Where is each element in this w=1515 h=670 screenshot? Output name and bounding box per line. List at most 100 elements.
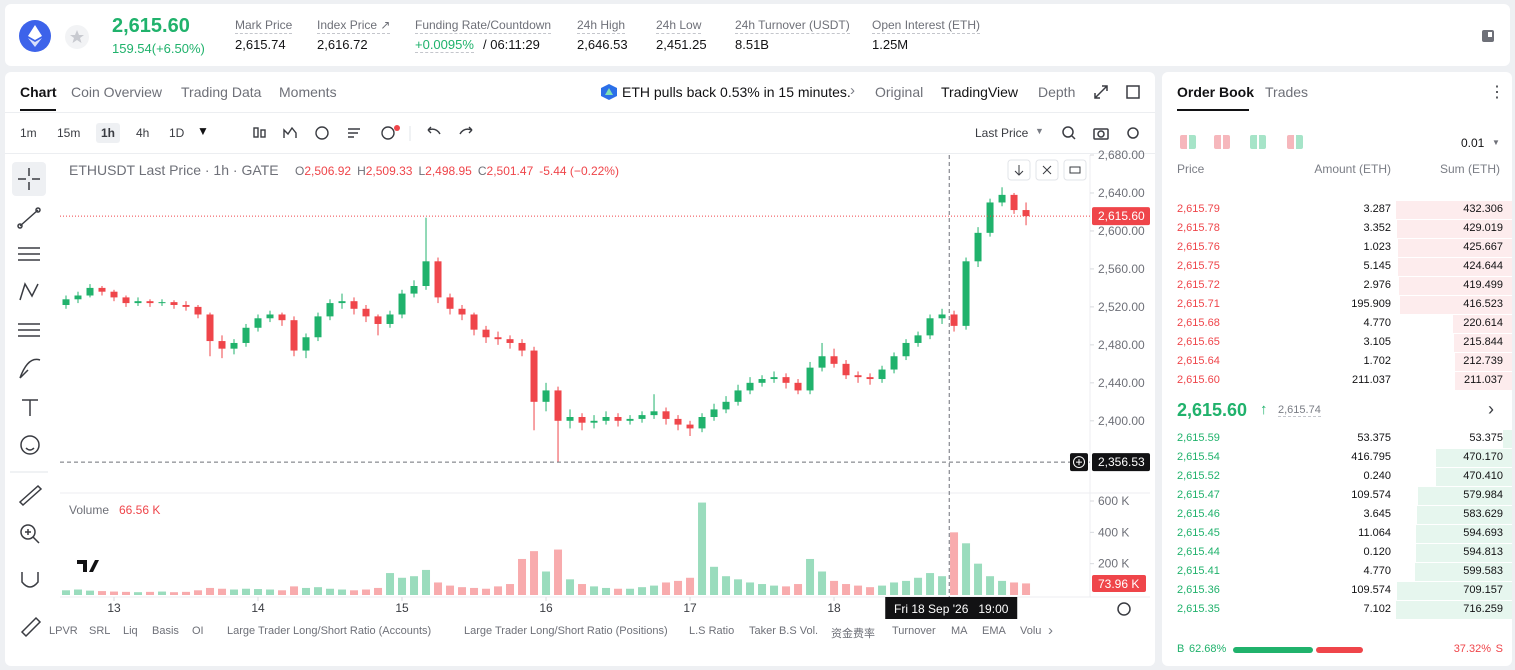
drawing-tools[interactable] bbox=[10, 160, 52, 640]
indicator[interactable]: EMA bbox=[982, 625, 1006, 637]
toolbar-icons[interactable] bbox=[250, 124, 480, 142]
candle-body bbox=[986, 202, 994, 233]
ask-price[interactable]: 2,615.68 bbox=[1177, 317, 1220, 329]
ask-price[interactable]: 2,615.45 bbox=[1177, 527, 1220, 539]
indicator[interactable]: Volu bbox=[1020, 625, 1042, 637]
indicator[interactable]: Basis bbox=[152, 625, 179, 637]
ask-price[interactable]: 2,615.47 bbox=[1177, 489, 1220, 501]
volume-bar bbox=[1022, 583, 1031, 595]
volume-bar bbox=[962, 543, 971, 595]
buy-bar bbox=[1233, 647, 1313, 653]
ob-layout-icon[interactable] bbox=[1214, 135, 1230, 149]
view-tab[interactable]: Original bbox=[875, 84, 924, 100]
candle-body bbox=[818, 356, 826, 368]
ask-price[interactable]: 2,615.71 bbox=[1177, 298, 1220, 310]
indicator[interactable]: Liq bbox=[123, 625, 138, 637]
ask-price[interactable]: 2,615.79 bbox=[1177, 203, 1220, 215]
ask-price[interactable]: 2,615.76 bbox=[1177, 241, 1220, 253]
ob-menu[interactable]: ⋮ bbox=[1489, 84, 1505, 101]
volume-bar bbox=[566, 579, 575, 595]
ob-layout-icon[interactable] bbox=[1180, 135, 1196, 149]
candle-body bbox=[338, 301, 346, 304]
candle-body bbox=[170, 302, 178, 305]
y-tick-label: 2,600.00 bbox=[1098, 224, 1145, 238]
stat-value: 2,646.53 bbox=[577, 37, 628, 52]
ob-layout-icon[interactable] bbox=[1287, 135, 1303, 149]
ask-price[interactable]: 2,615.46 bbox=[1177, 508, 1220, 520]
view-tab[interactable]: Depth bbox=[1038, 84, 1076, 100]
volume-bar bbox=[470, 587, 479, 595]
mid-chevron[interactable]: › bbox=[1488, 399, 1494, 419]
volume-bar bbox=[302, 587, 311, 595]
ask-price[interactable]: 2,615.72 bbox=[1177, 279, 1220, 291]
indicator[interactable]: L.S Ratio bbox=[689, 625, 735, 637]
volume-bar bbox=[734, 579, 743, 595]
candle-body bbox=[146, 301, 154, 304]
settings-icon[interactable] bbox=[1480, 28, 1496, 44]
ask-price[interactable]: 2,615.54 bbox=[1177, 451, 1220, 463]
indicator[interactable]: Large Trader Long/Short Ratio (Accounts) bbox=[227, 625, 432, 637]
indicator[interactable]: Taker B.S Vol. bbox=[749, 625, 819, 637]
tab[interactable]: Moments bbox=[279, 84, 337, 100]
candle-body bbox=[686, 424, 694, 429]
volume-bar bbox=[974, 563, 983, 595]
ask-price[interactable]: 2,615.65 bbox=[1177, 336, 1220, 348]
stat-value: 2,615.74 bbox=[235, 37, 286, 52]
panel-icons[interactable] bbox=[1093, 84, 1153, 100]
precision-caret[interactable]: ▼ bbox=[1492, 138, 1500, 147]
volume-bar bbox=[254, 589, 263, 595]
ask-price[interactable]: 2,615.41 bbox=[1177, 565, 1220, 577]
candle-body bbox=[758, 379, 766, 383]
favorite-star[interactable] bbox=[64, 24, 90, 50]
depth-bar bbox=[1397, 582, 1512, 600]
candle-body bbox=[698, 417, 706, 429]
ask-price[interactable]: 2,615.44 bbox=[1177, 546, 1220, 558]
depth-bar bbox=[1415, 525, 1512, 543]
news-arrow[interactable]: › bbox=[850, 82, 855, 99]
volume-bar bbox=[146, 591, 155, 595]
interval-dropdown[interactable]: ▼ bbox=[197, 124, 209, 138]
ob-tab[interactable]: Order Book bbox=[1177, 84, 1255, 100]
interval[interactable]: 1h bbox=[96, 123, 121, 143]
interval[interactable]: 15m bbox=[57, 126, 81, 140]
price-source-caret[interactable]: ▼ bbox=[1035, 126, 1044, 136]
price-source[interactable]: Last Price bbox=[975, 126, 1029, 140]
ob-layout-icon[interactable] bbox=[1250, 135, 1266, 149]
indicator[interactable]: Large Trader Long/Short Ratio (Positions… bbox=[464, 625, 668, 637]
ask-price[interactable]: 2,615.36 bbox=[1177, 584, 1220, 596]
volume-bar bbox=[758, 584, 767, 595]
interval[interactable]: 1D bbox=[169, 126, 185, 140]
ask-price[interactable]: 2,615.52 bbox=[1177, 470, 1220, 482]
eth-logo bbox=[19, 20, 51, 52]
news-headline[interactable]: ETH pulls back 0.53% in 15 minutes. bbox=[622, 84, 851, 100]
volume-bar bbox=[578, 584, 587, 595]
ob-tab[interactable]: Trades bbox=[1265, 84, 1309, 100]
indicator[interactable]: OI bbox=[192, 625, 204, 637]
ask-price[interactable]: 2,615.64 bbox=[1177, 355, 1220, 367]
ask-price[interactable]: 2,615.60 bbox=[1177, 374, 1220, 386]
candle-body bbox=[62, 299, 70, 305]
volume-bar bbox=[638, 587, 647, 595]
ask-price[interactable]: 2,615.78 bbox=[1177, 222, 1220, 234]
depth-bar bbox=[1415, 544, 1512, 562]
indicator[interactable]: SRL bbox=[89, 625, 111, 637]
tab[interactable]: Coin Overview bbox=[71, 84, 163, 100]
depth-bar bbox=[1397, 239, 1512, 257]
ask-price[interactable]: 2,615.59 bbox=[1177, 432, 1220, 444]
sell-label: S bbox=[1495, 643, 1503, 655]
candle-body bbox=[806, 367, 814, 391]
precision[interactable]: 0.01 bbox=[1461, 136, 1485, 150]
view-tab[interactable]: TradingView bbox=[941, 84, 1019, 100]
interval[interactable]: 1m bbox=[20, 126, 37, 140]
indicator[interactable]: MA bbox=[951, 625, 968, 637]
indicator[interactable]: LPVR bbox=[49, 625, 78, 637]
ask-price[interactable]: 2,615.35 bbox=[1177, 603, 1220, 615]
tab[interactable]: Trading Data bbox=[181, 84, 262, 100]
indicator[interactable]: 资金费率 bbox=[831, 628, 875, 640]
ask-price[interactable]: 2,615.75 bbox=[1177, 260, 1220, 272]
chart-tools[interactable] bbox=[1060, 124, 1144, 142]
interval[interactable]: 4h bbox=[136, 126, 150, 140]
scroll-arrow[interactable]: › bbox=[1048, 622, 1053, 639]
tab[interactable]: Chart bbox=[20, 84, 57, 100]
indicator[interactable]: Turnover bbox=[892, 625, 936, 637]
